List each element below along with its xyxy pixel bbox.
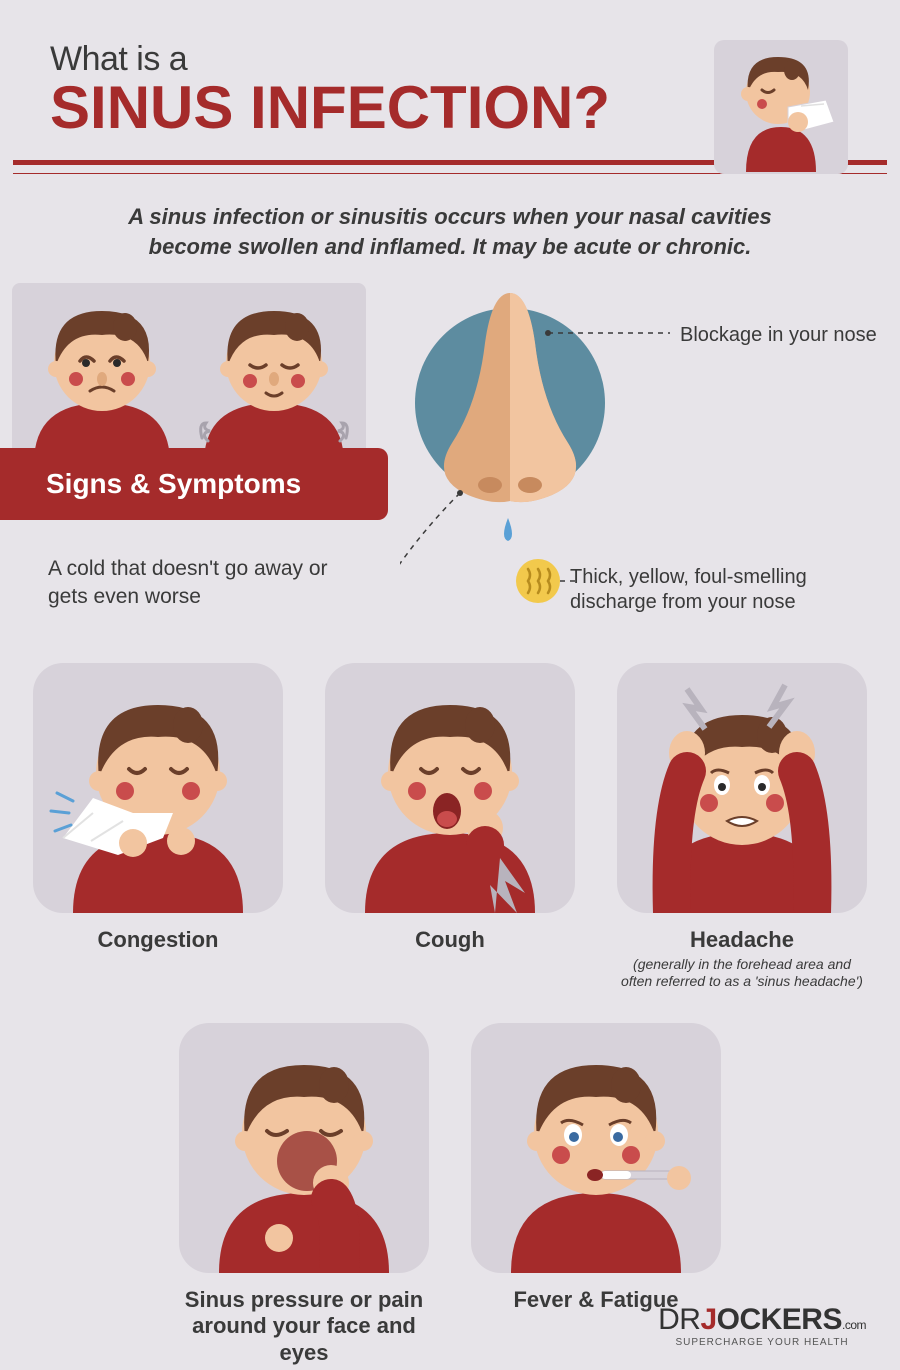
symptom-subtext: (generally in the forehead area and ofte… — [617, 956, 867, 991]
headache-icon — [617, 663, 867, 913]
symptom-row-1: Congestion — [40, 663, 860, 990]
annotation-discharge: Thick, yellow, foul-smelling discharge f… — [570, 565, 850, 615]
annotation-blockage: Blockage in your nose — [680, 323, 890, 348]
symptom-label: Congestion — [33, 927, 283, 953]
symptom-card-sinus-pressure: Sinus pressure or pain around your face … — [179, 1023, 429, 1366]
signs-symptoms-banner: Signs & Symptoms — [0, 448, 388, 520]
symptom-card-cough: Cough — [325, 663, 575, 990]
sinus-pressure-icon — [179, 1023, 429, 1273]
sneezing-boy-icon — [706, 32, 856, 187]
cold-that-wont-go-text: A cold that doesn't go away or gets even… — [48, 555, 348, 610]
symptom-label: Sinus pressure or pain around your face … — [179, 1287, 429, 1366]
sad-boys-illustration — [12, 283, 366, 463]
logo-tagline: SUPERCHARGE YOUR HEALTH — [658, 1337, 866, 1348]
intro-text: A sinus infection or sinusitis occurs wh… — [0, 174, 900, 283]
symptom-label: Headache — [617, 927, 867, 953]
mid-section: Signs & Symptoms A cold that doesn't go … — [0, 283, 900, 653]
symptom-card-congestion: Congestion — [33, 663, 283, 990]
signs-symptoms-label: Signs & Symptoms — [46, 468, 301, 500]
symptom-grid: Congestion — [0, 653, 900, 1366]
footer-logo: DRJOCKERS.com SUPERCHARGE YOUR HEALTH — [658, 1303, 866, 1348]
symptom-card-headache: Headache (generally in the forehead area… — [617, 663, 867, 990]
cough-icon — [325, 663, 575, 913]
congestion-icon — [33, 663, 283, 913]
symptom-label: Cough — [325, 927, 575, 953]
logo-text: DRJOCKERS.com — [658, 1303, 866, 1337]
header: What is a SINUS INFECTION? — [0, 0, 900, 160]
fever-icon — [471, 1023, 721, 1273]
